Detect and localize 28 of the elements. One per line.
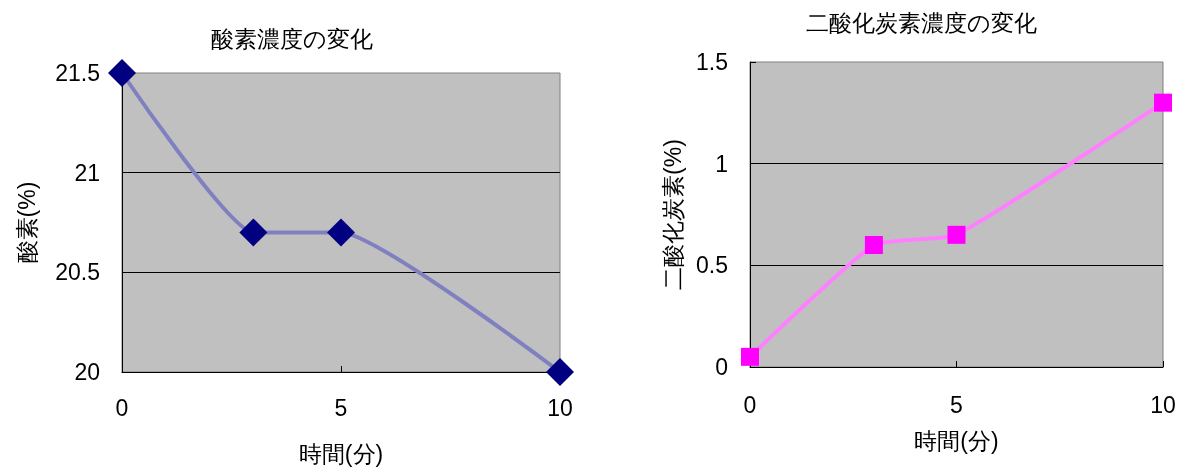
y-tick-label: 1	[715, 150, 728, 177]
point	[546, 358, 574, 386]
x-axis-title: 時間(分)	[914, 427, 999, 454]
y-axis-title: 酸素(%)	[13, 181, 40, 264]
chart-title: 二酸化炭素濃度の変化	[805, 9, 1037, 36]
point	[1154, 93, 1172, 112]
y-axis-title: 二酸化炭素(%)	[659, 139, 686, 290]
chart-title: 酸素濃度の変化	[211, 25, 373, 52]
y-tick-label: 20	[74, 359, 100, 385]
x-tick-label: 10	[547, 394, 573, 421]
x-axis-title: 時間(分)	[298, 440, 384, 467]
y-tick-label: 21	[74, 159, 100, 186]
x-tick-label: 0	[743, 391, 757, 418]
point	[327, 218, 355, 247]
y-tick-label: 21.5	[55, 60, 100, 86]
point	[741, 347, 759, 366]
x-tick-label: 10	[1150, 391, 1176, 418]
y-tick-label: 20.5	[55, 259, 100, 286]
x-tick-label: 5	[950, 391, 963, 418]
point	[239, 218, 268, 247]
point	[864, 236, 883, 254]
y-tick-label: 0	[715, 354, 728, 380]
point	[947, 225, 966, 244]
point	[108, 59, 136, 87]
x-tick-label: 0	[115, 394, 129, 421]
y-tick-label: 0.5	[696, 252, 728, 279]
y-tick-label: 1.5	[696, 49, 728, 75]
x-tick-label: 5	[334, 394, 348, 421]
